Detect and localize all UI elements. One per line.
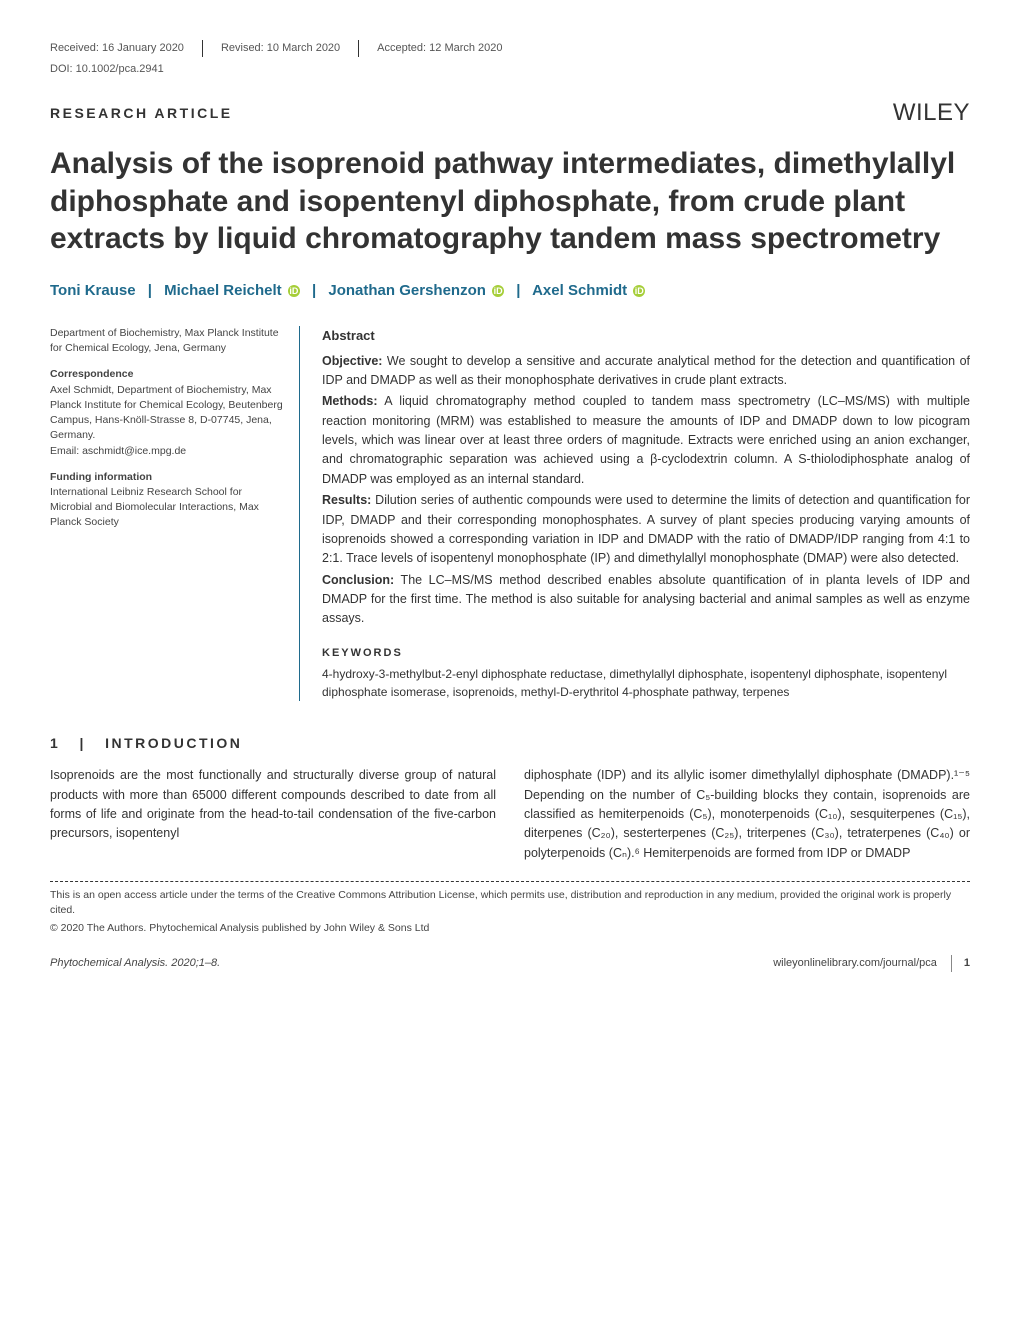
author-name: Michael Reichelt (164, 282, 282, 299)
abstract-results: Results: Dilution series of authentic co… (322, 491, 970, 569)
funding-label: Funding information (50, 471, 152, 483)
abstract-objective-label: Objective: (322, 354, 382, 368)
license-text-1: This is an open access article under the… (50, 888, 970, 917)
journal-url[interactable]: wileyonlinelibrary.com/journal/pca (773, 955, 937, 972)
abstract-results-text: Dilution series of authentic compounds w… (322, 493, 970, 565)
abstract-methods-label: Methods: (322, 394, 378, 408)
funding-text: International Leibniz Research School fo… (50, 486, 259, 528)
abstract-results-label: Results: (322, 493, 371, 507)
abstract-conclusion-text: The LC–MS/MS method described enables ab… (322, 573, 970, 626)
article-dates-bar: Received: 16 January 2020 Revised: 10 Ma… (50, 40, 970, 57)
doi-text: DOI: 10.1002/pca.2941 (50, 61, 970, 78)
page-footer: Phytochemical Analysis. 2020;1–8. wileyo… (50, 955, 970, 972)
section-title: INTRODUCTION (105, 735, 242, 751)
publisher-logo: WILEY (893, 95, 970, 131)
correspondence-label: Correspondence (50, 368, 133, 380)
author-separator: | (304, 282, 324, 299)
body-column-right: diphosphate (IDP) and its allylic isomer… (524, 766, 970, 863)
author-name: Axel Schmidt (532, 282, 627, 299)
article-type-label: RESEARCH ARTICLE (50, 103, 233, 124)
affiliation-text: Department of Biochemistry, Max Planck I… (50, 326, 285, 356)
abstract-heading: Abstract (322, 326, 970, 346)
accepted-date: Accepted: 12 March 2020 (359, 40, 502, 57)
abstract-conclusion: Conclusion: The LC–MS/MS method describe… (322, 571, 970, 629)
author-separator: | (140, 282, 160, 299)
orcid-icon[interactable]: iD (633, 285, 645, 297)
section-heading-intro: 1 | INTRODUCTION (50, 733, 970, 754)
orcid-icon[interactable]: iD (492, 285, 504, 297)
author-name: Toni Krause (50, 282, 136, 299)
author-name: Jonathan Gershenzon (328, 282, 486, 299)
orcid-icon[interactable]: iD (288, 285, 300, 297)
body-columns: Isoprenoids are the most functionally an… (50, 766, 970, 863)
keywords-heading: KEYWORDS (322, 645, 970, 662)
abstract-objective: Objective: We sought to develop a sensit… (322, 352, 970, 391)
section-sep: | (79, 735, 85, 751)
revised-date: Revised: 10 March 2020 (203, 40, 359, 57)
received-date: Received: 16 January 2020 (50, 40, 203, 57)
meta-abstract-row: Department of Biochemistry, Max Planck I… (50, 326, 970, 701)
article-title: Analysis of the isoprenoid pathway inter… (50, 145, 970, 258)
abstract-methods: Methods: A liquid chromatography method … (322, 392, 970, 489)
author-list: Toni Krause | Michael Reichelt iD | Jona… (50, 280, 970, 303)
keywords-text: 4-hydroxy-3-methylbut-2-enyl diphosphate… (322, 665, 970, 701)
abstract-column: Abstract Objective: We sought to develop… (322, 326, 970, 701)
journal-citation: Phytochemical Analysis. 2020;1–8. (50, 955, 220, 972)
license-divider (50, 881, 970, 882)
section-number: 1 (50, 735, 60, 751)
page-number: 1 (951, 955, 970, 972)
body-column-left: Isoprenoids are the most functionally an… (50, 766, 496, 863)
correspondence-text: Axel Schmidt, Department of Biochemistry… (50, 384, 283, 442)
license-text-2: © 2020 The Authors. Phytochemical Analys… (50, 921, 970, 936)
abstract-methods-text: A liquid chromatography method coupled t… (322, 394, 970, 486)
article-type-row: RESEARCH ARTICLE WILEY (50, 95, 970, 131)
abstract-objective-text: We sought to develop a sensitive and acc… (322, 354, 970, 387)
author-separator: | (508, 282, 528, 299)
meta-column: Department of Biochemistry, Max Planck I… (50, 326, 300, 701)
correspondence-email: Email: aschmidt@ice.mpg.de (50, 445, 186, 457)
footer-right: wileyonlinelibrary.com/journal/pca 1 (773, 955, 970, 972)
abstract-conclusion-label: Conclusion: (322, 573, 394, 587)
